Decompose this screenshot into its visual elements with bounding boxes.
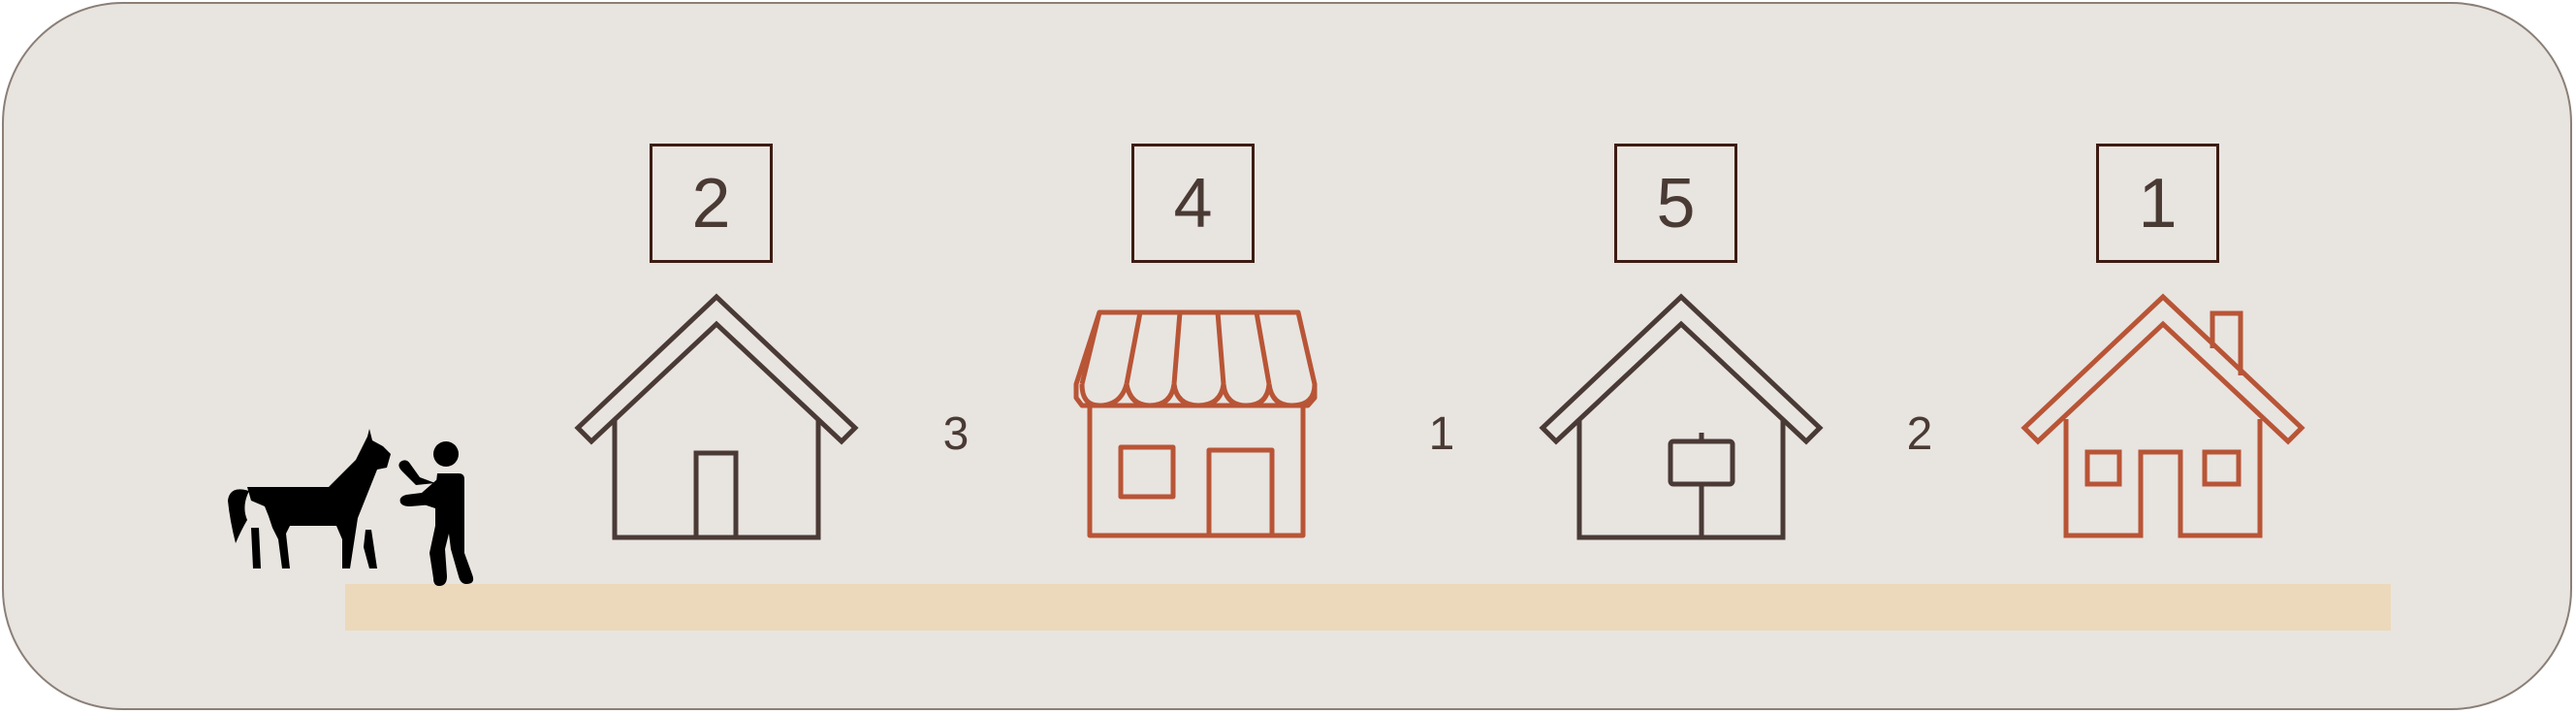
house-icon	[574, 293, 859, 540]
gap-number-2: 1	[1428, 408, 1455, 460]
gap-number-3: 2	[1906, 408, 1933, 460]
road	[345, 584, 2391, 631]
house-with-sign-icon	[1539, 293, 1824, 540]
house-with-chimney-icon	[2020, 293, 2306, 538]
stop-number-box-1: 2	[650, 144, 773, 263]
gap-number-1: 3	[942, 408, 970, 460]
stop-number-box-3: 5	[1614, 144, 1737, 263]
horse-and-person-icon	[228, 429, 474, 586]
shop-icon	[1073, 309, 1318, 538]
stop-number-box-4: 1	[2096, 144, 2219, 263]
stop-number-box-2: 4	[1131, 144, 1255, 263]
